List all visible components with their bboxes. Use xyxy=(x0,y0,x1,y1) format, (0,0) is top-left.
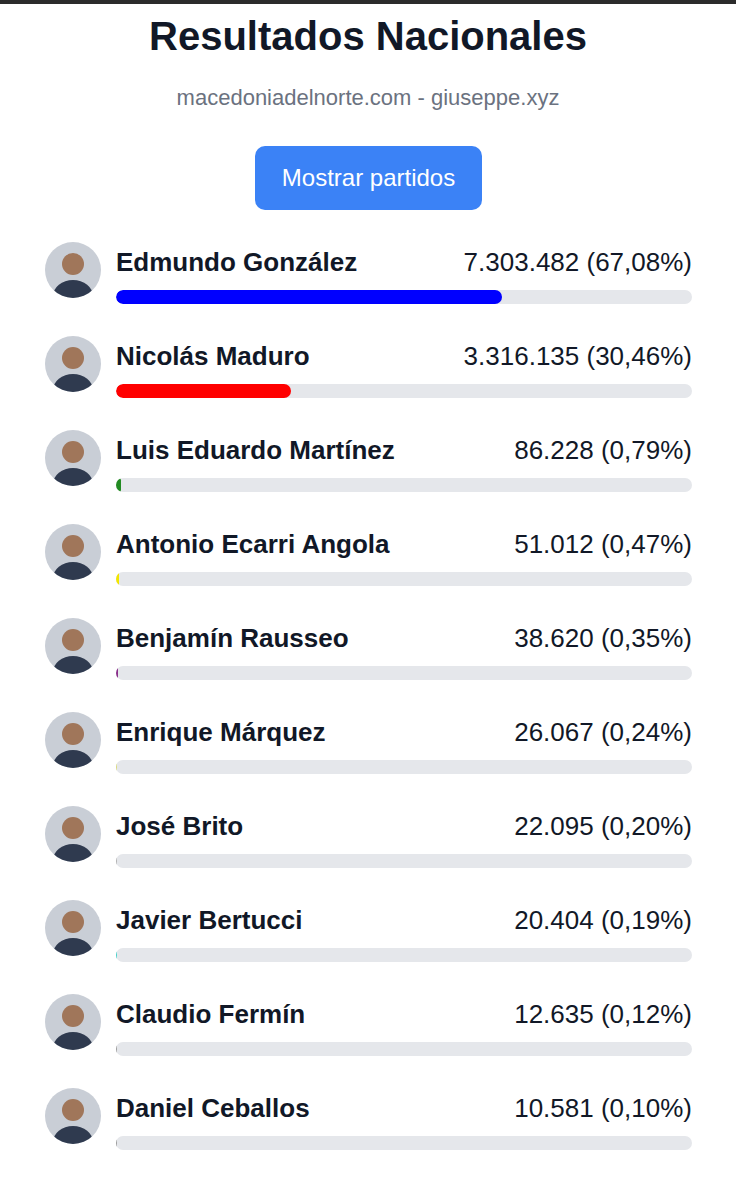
avatar xyxy=(45,900,101,956)
avatar xyxy=(45,430,101,486)
avatar-head xyxy=(62,1099,84,1121)
bar xyxy=(116,384,291,398)
avatar xyxy=(45,1088,101,1144)
bar-track xyxy=(116,384,692,398)
subtitle: macedoniadelnorte.com - giuseppe.xyz xyxy=(0,84,736,112)
avatar-body xyxy=(53,468,93,486)
bar xyxy=(116,854,117,868)
candidate-name: Antonio Ecarri Angola xyxy=(116,528,390,560)
avatar-icon xyxy=(45,242,101,298)
vote-label: 38.620 (0,35%) xyxy=(514,622,692,654)
candidate-name: Edmundo González xyxy=(116,246,357,278)
vote-label: 51.012 (0,47%) xyxy=(514,528,692,560)
avatar-head xyxy=(62,911,84,933)
avatar xyxy=(45,242,101,298)
vote-label: 10.581 (0,10%) xyxy=(514,1092,692,1124)
avatar-head xyxy=(62,1005,84,1027)
bar xyxy=(116,760,117,774)
title: Resultados Nacionales xyxy=(0,12,736,60)
avatar-body xyxy=(53,562,93,580)
bar xyxy=(116,948,117,962)
avatar-icon xyxy=(45,336,101,392)
avatar-body xyxy=(53,938,93,956)
avatar-head xyxy=(62,629,84,651)
avatar-head xyxy=(62,535,84,557)
avatar-body xyxy=(53,656,93,674)
vote-label: 12.635 (0,12%) xyxy=(514,998,692,1030)
bar-track xyxy=(116,1136,692,1150)
candidate-name: Luis Eduardo Martínez xyxy=(116,434,395,466)
vote-label: 26.067 (0,24%) xyxy=(514,716,692,748)
avatar-icon xyxy=(45,618,101,674)
bar-track xyxy=(116,478,692,492)
avatar-body xyxy=(53,844,93,862)
avatar xyxy=(45,618,101,674)
bar-track xyxy=(116,854,692,868)
avatar-head xyxy=(62,817,84,839)
avatar-icon xyxy=(45,900,101,956)
candidate-name: José Brito xyxy=(116,810,243,842)
vote-label: 7.303.482 (67,08%) xyxy=(464,246,692,278)
candidate-name: Claudio Fermín xyxy=(116,998,305,1030)
top-line xyxy=(0,0,736,4)
avatar-head xyxy=(62,441,84,463)
bar-track xyxy=(116,1042,692,1056)
candidate-name: Benjamín Rausseo xyxy=(116,622,349,654)
candidate-name: Daniel Ceballos xyxy=(116,1092,310,1124)
bar xyxy=(116,1042,117,1056)
vote-label: 22.095 (0,20%) xyxy=(514,810,692,842)
avatar-icon xyxy=(45,994,101,1050)
avatar-body xyxy=(53,374,93,392)
avatar-head xyxy=(62,253,84,275)
vote-label: 86.228 (0,79%) xyxy=(514,434,692,466)
avatar-icon xyxy=(45,806,101,862)
bar-track xyxy=(116,290,692,304)
bar-track xyxy=(116,760,692,774)
candidate-name: Enrique Márquez xyxy=(116,716,325,748)
vote-label: 3.316.135 (30,46%) xyxy=(464,340,692,372)
bar xyxy=(116,290,502,304)
vote-label: 20.404 (0,19%) xyxy=(514,904,692,936)
avatar xyxy=(45,336,101,392)
button[interactable]: Mostrar partidos xyxy=(255,146,482,210)
avatar-body xyxy=(53,1126,93,1144)
bar-track xyxy=(116,666,692,680)
avatar-head xyxy=(62,347,84,369)
bar-track xyxy=(116,572,692,586)
avatar xyxy=(45,806,101,862)
avatar xyxy=(45,994,101,1050)
avatar-body xyxy=(53,750,93,768)
bar xyxy=(116,572,119,586)
candidate-name: Nicolás Maduro xyxy=(116,340,310,372)
bar xyxy=(116,478,121,492)
avatar-body xyxy=(53,1032,93,1050)
avatar-head xyxy=(62,723,84,745)
bar xyxy=(116,666,118,680)
avatar-icon xyxy=(45,524,101,580)
avatar xyxy=(45,712,101,768)
avatar xyxy=(45,524,101,580)
bar-track xyxy=(116,948,692,962)
avatar-icon xyxy=(45,712,101,768)
bar xyxy=(116,1136,117,1150)
avatar-body xyxy=(53,280,93,298)
avatar-icon xyxy=(45,1088,101,1144)
candidate-name: Javier Bertucci xyxy=(116,904,302,936)
avatar-icon xyxy=(45,430,101,486)
